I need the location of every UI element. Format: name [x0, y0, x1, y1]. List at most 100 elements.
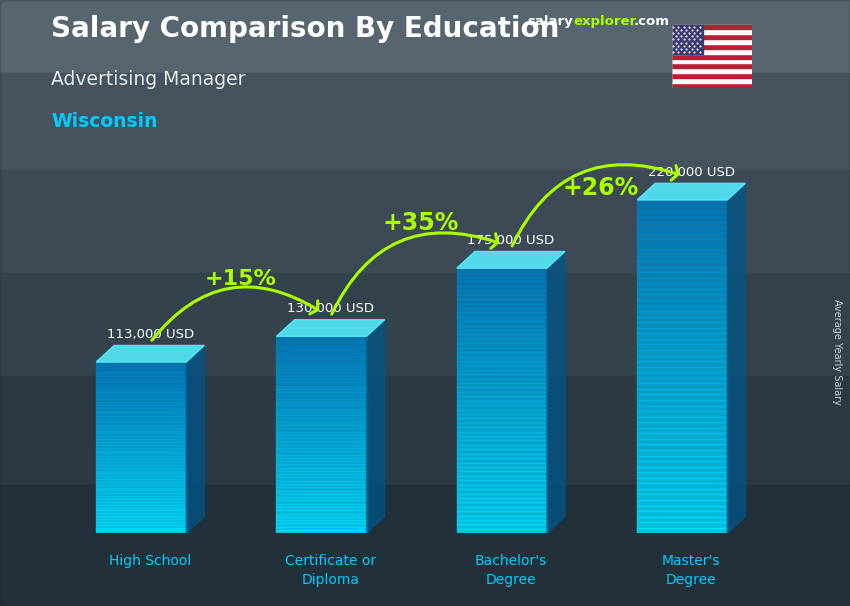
Bar: [96, 362, 186, 365]
Bar: [96, 408, 186, 411]
Bar: [96, 385, 186, 388]
Polygon shape: [638, 183, 745, 200]
Bar: [96, 505, 186, 508]
Bar: [456, 352, 547, 356]
Bar: [456, 449, 547, 454]
Bar: [456, 379, 547, 383]
Text: 220,000 USD: 220,000 USD: [648, 166, 734, 179]
Bar: [276, 369, 366, 373]
Bar: [276, 422, 366, 425]
Text: 130,000 USD: 130,000 USD: [287, 302, 374, 315]
Bar: [638, 494, 728, 500]
Bar: [638, 216, 728, 222]
Bar: [456, 405, 547, 410]
Bar: [456, 361, 547, 365]
Bar: [96, 413, 186, 416]
Bar: [276, 448, 366, 451]
Bar: [638, 272, 728, 278]
Bar: [276, 484, 366, 487]
Bar: [96, 465, 186, 468]
Bar: [638, 333, 728, 339]
Bar: [276, 527, 366, 530]
Bar: [638, 244, 728, 250]
Bar: [96, 528, 186, 530]
Polygon shape: [186, 345, 204, 533]
Bar: [672, 68, 752, 73]
Bar: [638, 372, 728, 378]
Text: Master's
Degree: Master's Degree: [662, 554, 721, 587]
Bar: [276, 458, 366, 461]
Bar: [456, 489, 547, 493]
Bar: [456, 462, 547, 467]
Bar: [276, 395, 366, 399]
Bar: [96, 488, 186, 490]
Bar: [638, 339, 728, 344]
Bar: [96, 436, 186, 439]
Bar: [638, 200, 728, 205]
Bar: [276, 346, 366, 350]
Bar: [276, 514, 366, 517]
Text: Advertising Manager: Advertising Manager: [51, 70, 246, 88]
Bar: [638, 395, 728, 400]
Bar: [638, 328, 728, 333]
Bar: [276, 494, 366, 497]
Bar: [96, 419, 186, 422]
Bar: [96, 422, 186, 425]
Bar: [638, 467, 728, 472]
Bar: [276, 491, 366, 494]
Bar: [276, 507, 366, 510]
Bar: [96, 445, 186, 448]
Bar: [638, 511, 728, 516]
Bar: [0, 0, 850, 73]
Bar: [0, 73, 850, 170]
Bar: [96, 428, 186, 430]
Bar: [276, 520, 366, 524]
Bar: [456, 441, 547, 445]
Bar: [276, 487, 366, 491]
Bar: [0, 273, 850, 376]
Text: Bachelor's
Degree: Bachelor's Degree: [475, 554, 547, 587]
Bar: [638, 250, 728, 256]
Bar: [638, 389, 728, 395]
Bar: [96, 479, 186, 482]
Bar: [456, 383, 547, 387]
Bar: [456, 516, 547, 520]
Bar: [456, 295, 547, 299]
Bar: [96, 368, 186, 371]
Bar: [276, 392, 366, 395]
Bar: [638, 461, 728, 467]
Polygon shape: [728, 183, 745, 533]
Bar: [96, 485, 186, 488]
Bar: [96, 388, 186, 391]
Bar: [456, 273, 547, 277]
Bar: [276, 356, 366, 359]
Bar: [276, 418, 366, 422]
Bar: [456, 392, 547, 396]
Bar: [672, 83, 752, 88]
Text: 175,000 USD: 175,000 USD: [468, 234, 554, 247]
Bar: [96, 482, 186, 485]
Bar: [456, 529, 547, 533]
Bar: [96, 496, 186, 499]
Bar: [96, 393, 186, 396]
Bar: [96, 476, 186, 479]
Text: .com: .com: [633, 15, 669, 28]
Bar: [276, 504, 366, 507]
Bar: [456, 476, 547, 480]
Bar: [276, 379, 366, 382]
Bar: [456, 374, 547, 379]
Bar: [638, 450, 728, 456]
Polygon shape: [547, 251, 565, 533]
Bar: [96, 456, 186, 459]
Bar: [638, 261, 728, 267]
Bar: [0, 485, 850, 606]
Polygon shape: [366, 319, 385, 533]
Bar: [638, 433, 728, 439]
Bar: [456, 365, 547, 370]
Bar: [638, 361, 728, 367]
Bar: [276, 382, 366, 385]
Text: 113,000 USD: 113,000 USD: [106, 328, 194, 341]
Bar: [96, 459, 186, 462]
Bar: [456, 370, 547, 374]
Bar: [638, 278, 728, 283]
